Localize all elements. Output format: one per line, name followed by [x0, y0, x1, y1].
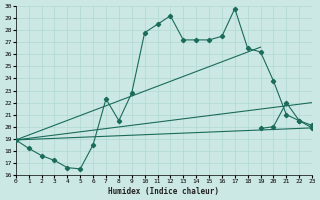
X-axis label: Humidex (Indice chaleur): Humidex (Indice chaleur)	[108, 187, 220, 196]
